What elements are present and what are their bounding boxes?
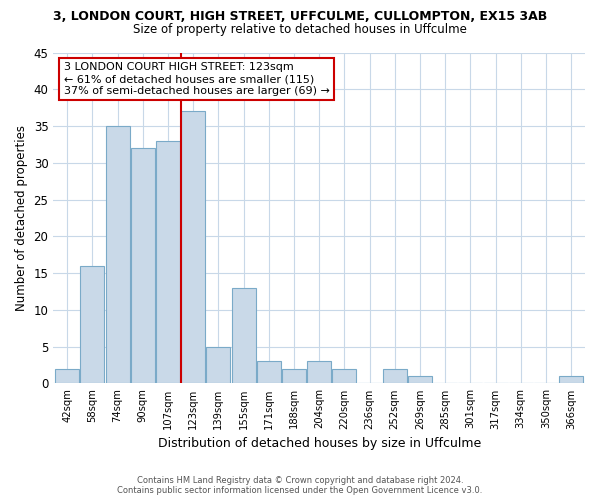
Bar bbox=[206, 346, 230, 384]
Text: Size of property relative to detached houses in Uffculme: Size of property relative to detached ho… bbox=[133, 22, 467, 36]
Y-axis label: Number of detached properties: Number of detached properties bbox=[15, 125, 28, 311]
Bar bbox=[257, 362, 281, 384]
Bar bbox=[106, 126, 130, 384]
Text: Contains HM Land Registry data © Crown copyright and database right 2024.
Contai: Contains HM Land Registry data © Crown c… bbox=[118, 476, 482, 495]
Bar bbox=[181, 112, 205, 384]
Bar bbox=[307, 362, 331, 384]
Bar bbox=[282, 368, 306, 384]
Bar bbox=[131, 148, 155, 384]
Bar bbox=[232, 288, 256, 384]
Bar bbox=[55, 368, 79, 384]
Bar bbox=[383, 368, 407, 384]
Bar bbox=[156, 140, 180, 384]
X-axis label: Distribution of detached houses by size in Uffculme: Distribution of detached houses by size … bbox=[158, 437, 481, 450]
Bar bbox=[332, 368, 356, 384]
Text: 3, LONDON COURT, HIGH STREET, UFFCULME, CULLOMPTON, EX15 3AB: 3, LONDON COURT, HIGH STREET, UFFCULME, … bbox=[53, 10, 547, 23]
Bar bbox=[80, 266, 104, 384]
Text: 3 LONDON COURT HIGH STREET: 123sqm
← 61% of detached houses are smaller (115)
37: 3 LONDON COURT HIGH STREET: 123sqm ← 61%… bbox=[64, 62, 330, 96]
Bar bbox=[408, 376, 432, 384]
Bar bbox=[559, 376, 583, 384]
